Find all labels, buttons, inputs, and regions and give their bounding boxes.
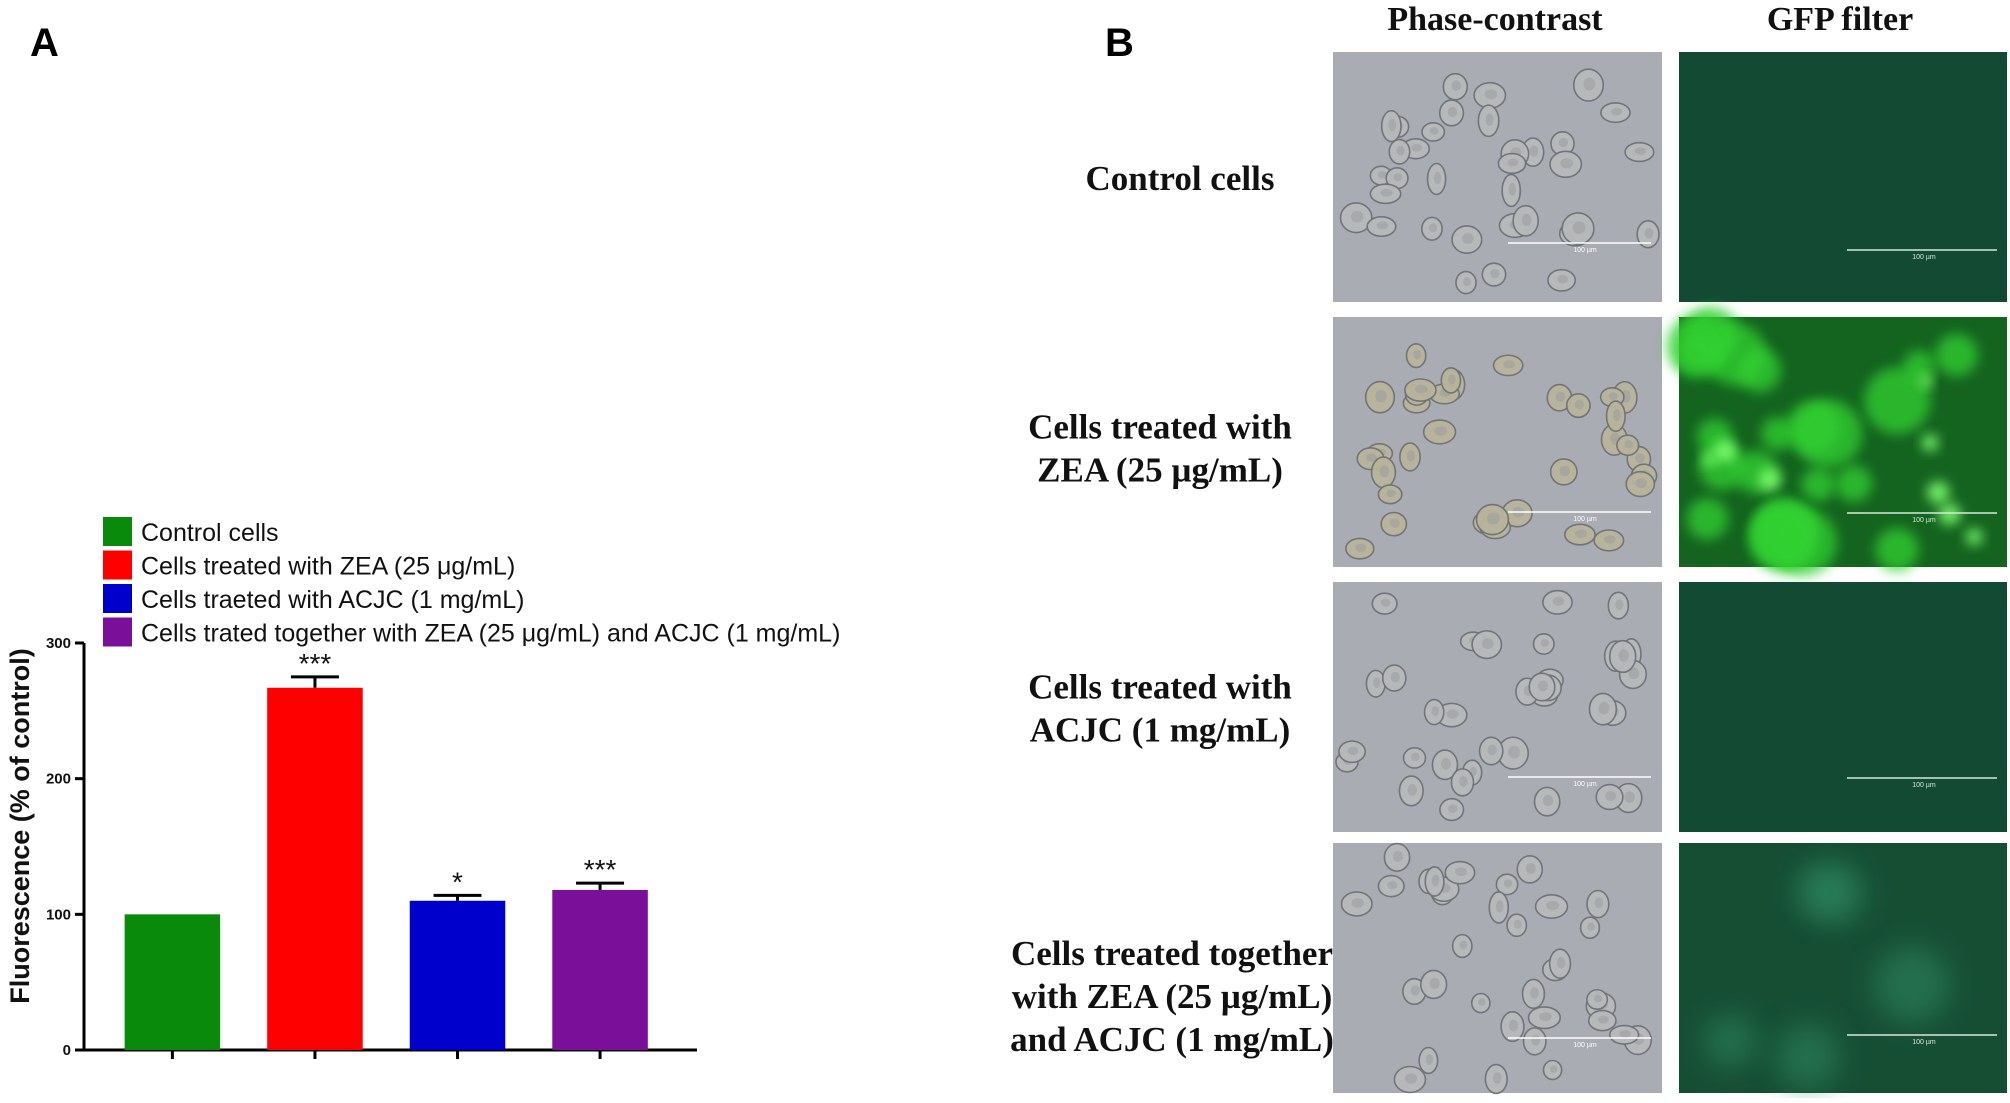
column-header-gfp-filter: GFP filter <box>1767 1 1913 38</box>
scale-bar-label: 100 µm <box>1573 516 1597 523</box>
significance-label: *** <box>584 854 617 885</box>
gfp-image: 100 µm <box>1679 52 2007 302</box>
legend-swatch <box>103 517 132 546</box>
phase-contrast-image: 100 µm <box>1333 842 1662 1095</box>
bar <box>409 900 506 1050</box>
gfp-image: 100 µm <box>1679 582 2007 832</box>
significance-label: *** <box>299 648 332 679</box>
panel-label-a: A <box>30 21 59 65</box>
panel-label-b: B <box>1105 21 1134 65</box>
significance-label: * <box>452 866 463 897</box>
row-label: with ZEA (25 µg/mL) <box>1012 977 1333 1016</box>
y-tick-label: 200 <box>46 771 71 788</box>
legend-swatch <box>103 584 132 613</box>
row-label: Cells treated with <box>1028 668 1292 707</box>
legend-label: Cells traeted with ACJC (1 mg/mL) <box>141 586 524 614</box>
scale-bar-label: 100 µm <box>1912 1039 1936 1046</box>
row-label: Control cells <box>1086 159 1275 198</box>
y-axis-title: Fluorescence (% of control) <box>5 648 35 1004</box>
phase-contrast-image: 100 µm <box>1333 582 1662 832</box>
scale-bar-label: 100 µm <box>1573 1042 1597 1049</box>
gfp-image: 100 µm <box>1666 306 2007 577</box>
y-tick-label: 0 <box>63 1042 71 1059</box>
y-axis: 0 100 200 300 <box>46 635 86 1059</box>
scale-bar-label: 100 µm <box>1573 781 1597 788</box>
bar <box>124 914 221 1050</box>
bars: **** *** <box>124 648 648 1050</box>
row-label: ZEA (25 µg/mL) <box>1037 451 1283 490</box>
legend-label: Cells trated together with ZEA (25 μg/mL… <box>141 620 840 648</box>
bar <box>267 687 363 1050</box>
scale-bar-label: 100 µm <box>1912 782 1936 789</box>
row-label: ACJC (1 mg/mL) <box>1030 711 1291 750</box>
y-tick-label: 300 <box>46 635 71 652</box>
column-header-phase-contrast: Phase-contrast <box>1387 1 1603 38</box>
gfp-image: 100 µm <box>1679 843 2007 1093</box>
legend-label: Cells treated with ZEA (25 μg/mL) <box>141 553 515 581</box>
row-label: and ACJC (1 mg/mL) <box>1010 1020 1334 1059</box>
scale-bar-label: 100 µm <box>1912 254 1936 261</box>
scale-bar-label: 100 µm <box>1912 517 1936 524</box>
chart-legend: Control cells Cells treated with ZEA (25 … <box>103 517 840 648</box>
row-label: Cells treated together <box>1011 934 1333 973</box>
legend-label: Control cells <box>141 519 279 547</box>
scale-bar-label: 100 µm <box>1573 247 1597 254</box>
x-axis <box>84 1048 697 1059</box>
bar-chart: Control cells Cells treated with ZEA (25 … <box>5 517 840 1059</box>
phase-contrast-image: 100 µm <box>1333 317 1662 567</box>
micrograph-grid: Control cells 100 µm 100 µm Cells treated w… <box>1010 52 2007 1095</box>
legend-swatch <box>103 550 132 580</box>
y-tick-label: 100 <box>46 906 71 923</box>
row-label: Cells treated with <box>1028 408 1292 447</box>
phase-contrast-image: 100 µm <box>1333 52 1662 302</box>
legend-swatch <box>103 617 132 647</box>
bar <box>552 889 648 1050</box>
